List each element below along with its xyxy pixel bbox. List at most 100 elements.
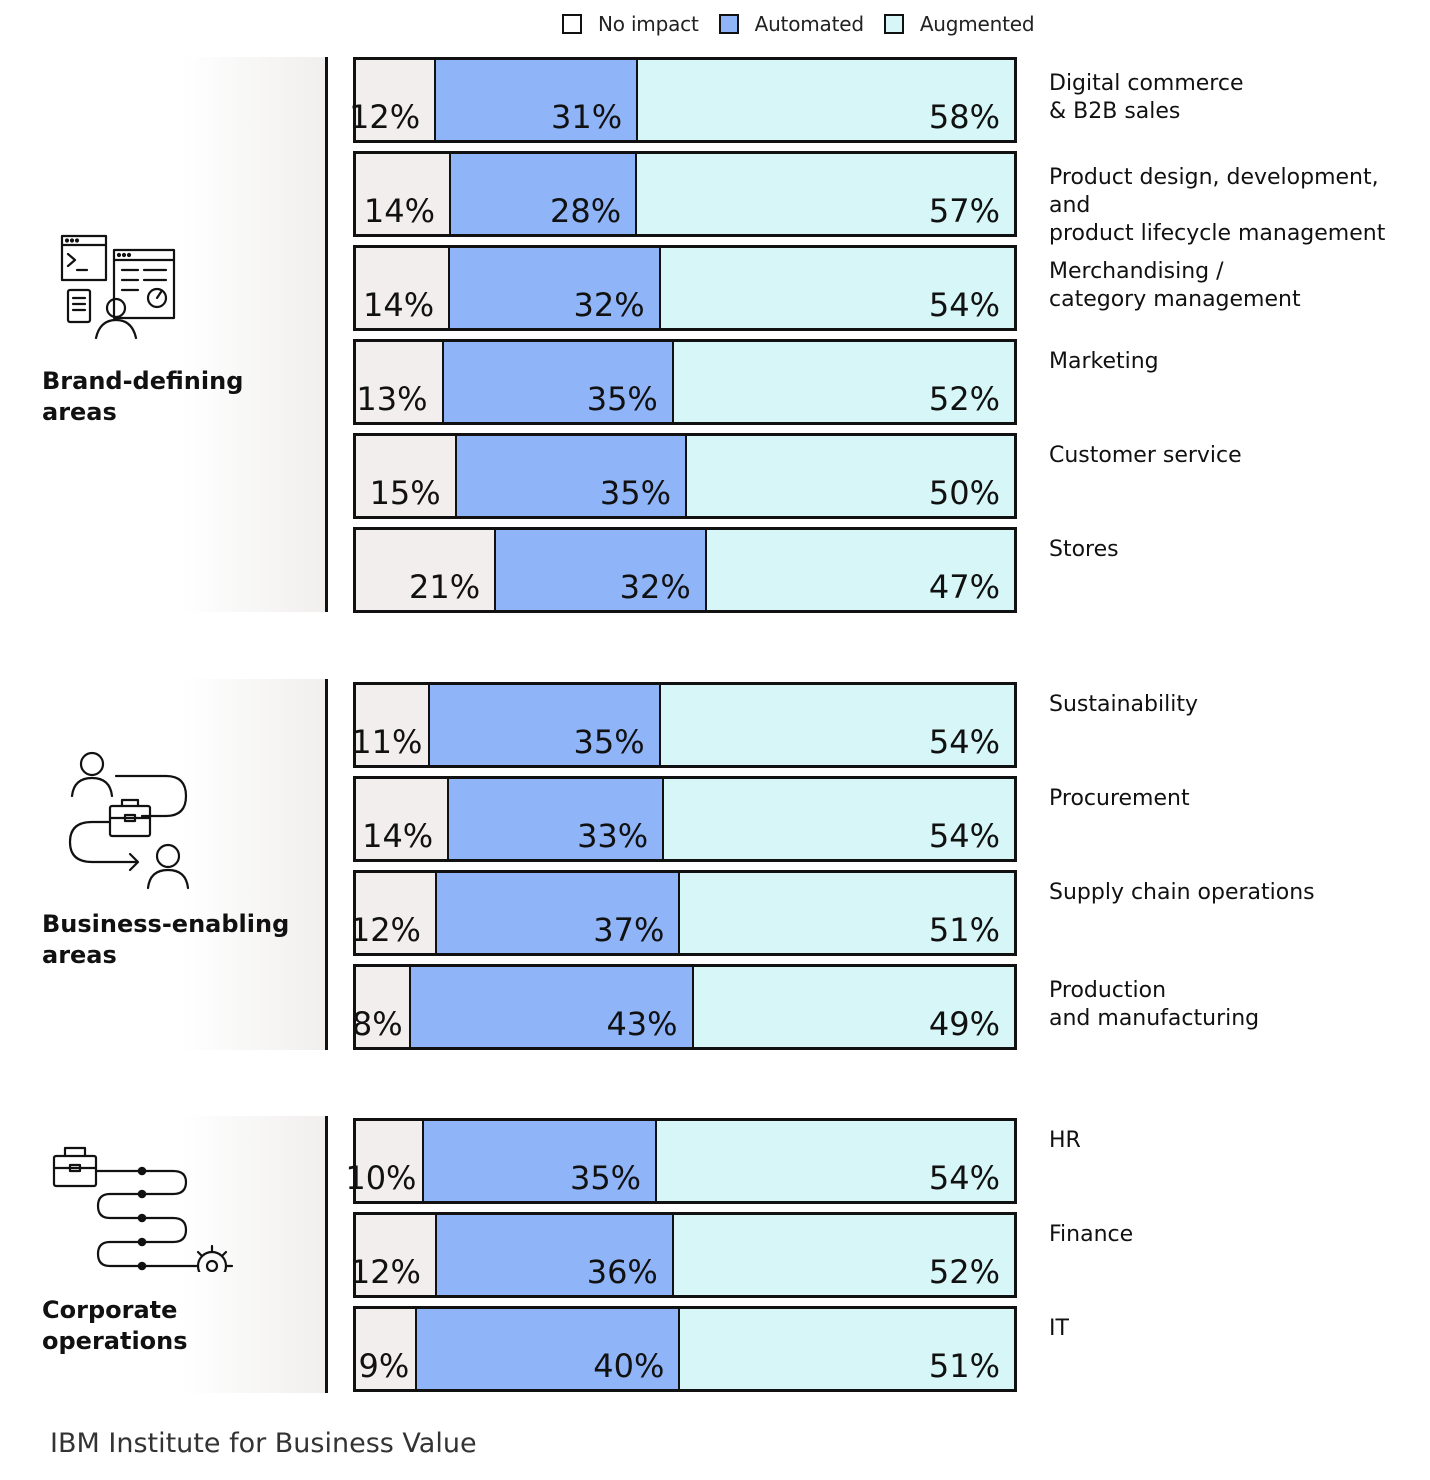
legend-swatch [718, 14, 739, 34]
developer-dashboard-icon [40, 234, 190, 358]
data-label: 11% [351, 723, 423, 761]
category-label: Finance [1049, 1222, 1134, 1247]
data-label: 14% [363, 192, 436, 230]
bar-segment-augmented: 54% [658, 248, 1014, 328]
stacked-bar: 8% 43% 49% [352, 964, 1017, 1050]
data-label: 14% [362, 286, 435, 324]
category-label: Customer service [1049, 443, 1242, 468]
group-background [180, 57, 325, 612]
group-label: Brand-defining areas [42, 367, 244, 426]
bar-segment-augmented: 52% [671, 342, 1014, 422]
bar-segment-no-impact: 13% [356, 342, 442, 422]
bar-segment-augmented: 57% [635, 154, 1014, 234]
data-label: 43% [606, 1005, 678, 1043]
data-label: 14% [362, 817, 434, 855]
category-label: Production and manufacturing [1049, 978, 1260, 1031]
stacked-bar: 11% 35% 54% [351, 682, 1017, 768]
bar-segment-automated: 35% [441, 342, 672, 422]
bar-segment-augmented: 54% [662, 779, 1014, 859]
legend-item: No impact [562, 12, 699, 36]
data-label: 52% [928, 380, 1000, 418]
bar-segment-automated: 33% [447, 779, 663, 859]
data-label: 54% [928, 817, 1000, 855]
category-label: Procurement [1049, 786, 1190, 811]
data-label: 32% [619, 568, 691, 606]
data-label: 36% [586, 1253, 658, 1291]
bar-segment-automated: 28% [449, 154, 636, 234]
data-label: 40% [593, 1347, 665, 1385]
bar-segment-automated: 35% [454, 436, 685, 516]
data-label: 35% [586, 380, 658, 418]
bar-segment-augmented: 52% [671, 1215, 1014, 1295]
legend: No impact Automated Augmented [562, 12, 1054, 36]
stacked-bar: 14% 32% 54% [353, 245, 1017, 331]
group-background [180, 679, 325, 1050]
stacked-bar: 21% 32% 47% [353, 527, 1017, 613]
bar-segment-augmented: 54% [655, 1121, 1014, 1201]
data-label: 33% [577, 817, 649, 855]
data-label: 32% [573, 286, 645, 324]
legend-label: Augmented [919, 12, 1035, 36]
stacked-bar: 14% 28% 57% [353, 151, 1017, 237]
bar-segment-no-impact: 8% [352, 967, 409, 1047]
group-divider [325, 1116, 328, 1393]
data-label: 10% [345, 1159, 417, 1197]
bar-segment-no-impact: 12% [350, 873, 435, 953]
bar-segment-augmented: 51% [678, 1309, 1014, 1389]
data-label: 12% [349, 911, 421, 949]
stacked-bar: 9% 40% 51% [353, 1306, 1017, 1392]
bar-segment-no-impact: 11% [351, 685, 429, 765]
legend-label: Automated [754, 12, 864, 36]
legend-swatch [883, 14, 904, 34]
data-label: 51% [928, 911, 1000, 949]
category-label: IT [1049, 1316, 1069, 1341]
bar-segment-augmented: 58% [636, 60, 1014, 140]
data-label: 12% [349, 98, 421, 136]
data-label: 57% [928, 192, 1000, 230]
bar-segment-no-impact: 12% [350, 1215, 435, 1295]
bar-segment-no-impact: 14% [356, 779, 448, 859]
stacked-bar: 14% 33% 54% [353, 776, 1017, 862]
data-label: 37% [593, 911, 665, 949]
bar-segment-no-impact: 12% [349, 60, 435, 140]
legend-label: No impact [598, 12, 699, 36]
bar-segment-no-impact: 21% [356, 530, 495, 610]
data-label: 51% [928, 1347, 1000, 1385]
category-label: Sustainability [1049, 692, 1198, 717]
bar-segment-augmented: 54% [658, 685, 1014, 765]
data-label: 54% [928, 286, 1000, 324]
data-label: 47% [928, 568, 1000, 606]
data-label: 35% [573, 723, 645, 761]
data-label: 49% [928, 1005, 1000, 1043]
data-label: 15% [369, 474, 441, 512]
data-label: 28% [550, 192, 622, 230]
data-label: 8% [351, 1005, 403, 1043]
stacked-bar: 13% 35% 52% [353, 339, 1017, 425]
category-label: Stores [1049, 537, 1119, 562]
data-label: 21% [409, 568, 481, 606]
data-label: 35% [569, 1159, 642, 1197]
bar-segment-no-impact: 14% [356, 248, 449, 328]
bar-segment-augmented: 51% [678, 873, 1014, 953]
category-label: Marketing [1049, 349, 1159, 374]
workflow-people-icon [40, 750, 200, 904]
bar-segment-automated: 43% [408, 967, 692, 1047]
data-label: 9% [358, 1347, 410, 1385]
bar-segment-automated: 35% [428, 685, 659, 765]
stacked-bar: 15% 35% 50% [353, 433, 1017, 519]
bar-segment-automated: 36% [434, 1215, 672, 1295]
bar-segment-no-impact: 9% [356, 1309, 416, 1389]
stacked-bar: 12% 37% 51% [350, 870, 1017, 956]
data-label: 35% [599, 474, 671, 512]
data-label: 54% [928, 723, 1000, 761]
category-label: Digital commerce & B2B sales [1049, 71, 1244, 124]
bar-segment-automated: 32% [448, 248, 659, 328]
category-label: Merchandising / category management [1049, 259, 1301, 312]
bar-segment-automated: 37% [434, 873, 679, 953]
legend-swatch [562, 14, 582, 34]
bar-segment-automated: 40% [415, 1309, 679, 1389]
bar-segment-automated: 32% [494, 530, 705, 610]
operations-process-icon [40, 1142, 240, 1288]
stacked-bar: 10% 35% 54% [345, 1118, 1017, 1204]
